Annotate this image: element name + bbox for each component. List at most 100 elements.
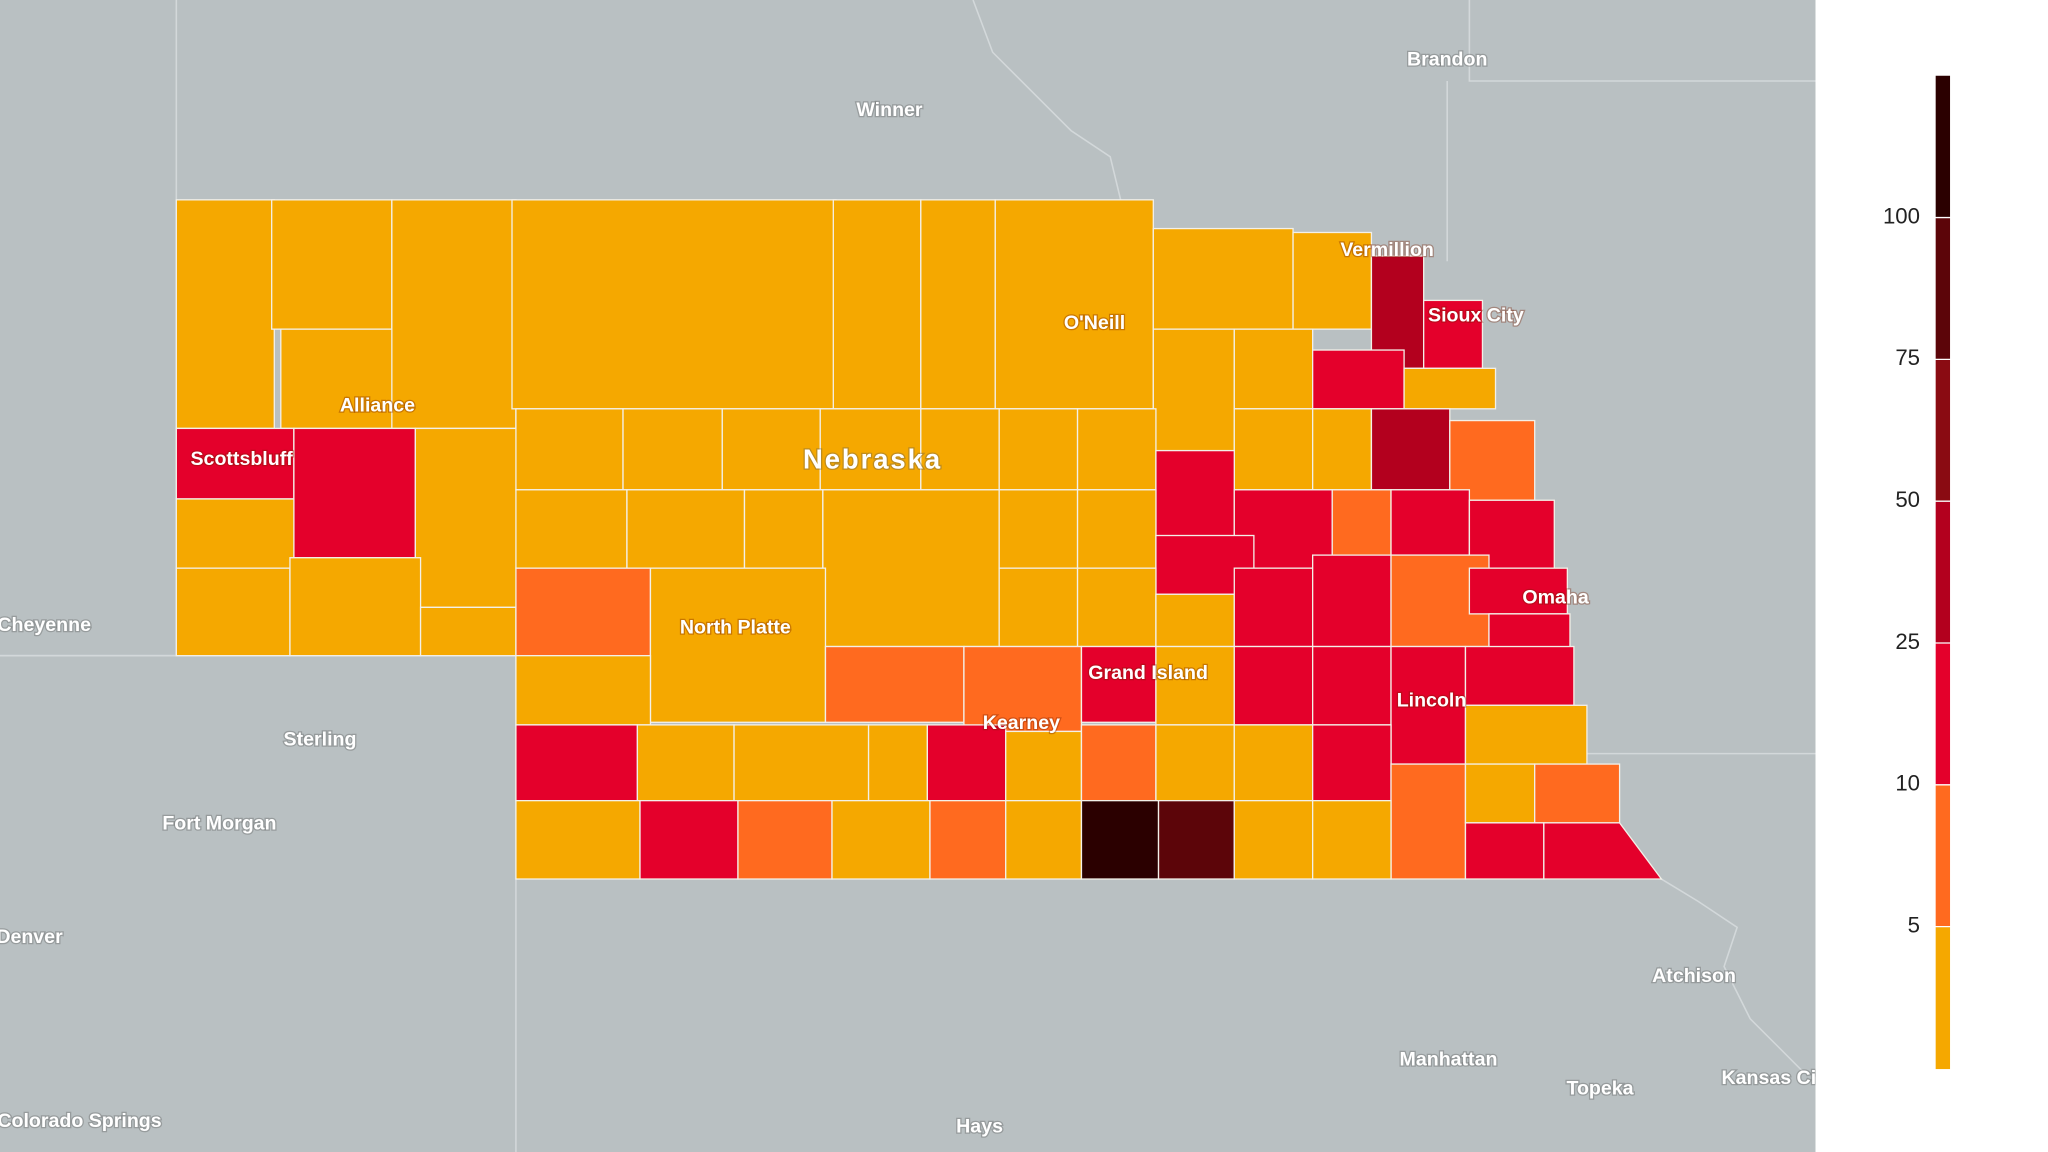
place-label: Kearney (983, 712, 1060, 734)
county (515, 655, 652, 726)
place-label: Kansas City (1721, 1067, 1833, 1089)
county (1076, 567, 1157, 648)
legend-color (1935, 501, 1951, 644)
county (515, 799, 641, 880)
legend-panel (1815, 0, 2048, 1152)
county (1005, 730, 1083, 802)
place-label: Manhattan (1400, 1049, 1498, 1071)
county (737, 799, 833, 880)
county (175, 427, 295, 500)
county (1534, 763, 1621, 824)
county (293, 427, 416, 559)
place-label: Colorado Springs (0, 1110, 162, 1132)
place-label: O'Neill (1064, 312, 1125, 334)
county (1152, 328, 1235, 452)
county (649, 567, 827, 723)
place-label: Topeka (1566, 1077, 1634, 1099)
place-label: North Platte (680, 616, 791, 638)
county (639, 799, 739, 880)
county (1403, 367, 1497, 410)
county (1449, 419, 1536, 501)
county (414, 427, 524, 608)
place-label: Omaha (1522, 586, 1589, 608)
county (867, 724, 928, 802)
place-label: Denver (0, 926, 63, 948)
counties (175, 199, 1663, 880)
county (1370, 408, 1451, 491)
county (1233, 328, 1314, 410)
county (1233, 799, 1314, 880)
county (1311, 645, 1392, 726)
county (1464, 763, 1536, 824)
legend-color (1935, 642, 1951, 786)
county (1311, 554, 1392, 648)
place-label: Winner (856, 99, 923, 121)
county (963, 645, 1083, 733)
county (1155, 593, 1235, 648)
county (920, 199, 996, 410)
county (1080, 645, 1157, 723)
county (515, 724, 639, 802)
legend-color (1935, 926, 1951, 1070)
county (822, 489, 1000, 648)
place-label: Cheyenne (0, 614, 91, 636)
place-label: Grand Island (1088, 662, 1208, 684)
county (1312, 408, 1373, 491)
county (636, 724, 735, 802)
county (1390, 489, 1471, 556)
county (515, 408, 624, 491)
county (1157, 799, 1235, 880)
county (175, 498, 295, 569)
county (1080, 724, 1157, 802)
county (1464, 704, 1588, 765)
labels: Nebraska Brandon Winner Vermillion Sioux Cit… (0, 47, 1833, 1139)
place-label: Hays (956, 1115, 1003, 1137)
county (1423, 299, 1484, 369)
county (1076, 489, 1157, 569)
county (1390, 763, 1467, 880)
county (175, 199, 275, 430)
legend-tick-label: 75 (1895, 345, 1920, 370)
place-label: Scottsbluff (191, 448, 294, 470)
county (1311, 724, 1392, 802)
county (1312, 349, 1405, 410)
county (391, 199, 517, 430)
place-label: Sioux City (1428, 304, 1524, 326)
place-label: Atchison (1652, 965, 1736, 987)
county (1233, 645, 1314, 726)
county (733, 724, 870, 802)
county (1233, 724, 1314, 802)
legend: 5 10 25 50 75 100 (1883, 75, 1953, 1070)
county (1543, 822, 1663, 880)
county (289, 557, 422, 657)
county (515, 489, 628, 569)
county (929, 799, 1007, 880)
place-label: Fort Morgan (162, 812, 276, 834)
county (419, 606, 517, 657)
county (832, 199, 922, 410)
county (1292, 231, 1373, 330)
basemap: Nebraska Brandon Winner Vermillion Sioux Cit… (0, 0, 1833, 1152)
legend-color (1935, 784, 1951, 928)
county (998, 567, 1079, 648)
legend-tick-label: 10 (1895, 771, 1920, 796)
county (998, 408, 1079, 491)
county (511, 199, 837, 410)
county (1155, 724, 1235, 802)
county (622, 408, 723, 491)
county (824, 645, 965, 723)
county (1080, 799, 1160, 880)
place-label: Brandon (1407, 48, 1487, 70)
state-label: Nebraska (803, 443, 942, 474)
county (271, 199, 393, 330)
legend-color (1935, 217, 1951, 361)
county (175, 567, 291, 657)
county (1464, 822, 1545, 880)
legend-tick-label: 5 (1908, 912, 1920, 937)
county (1464, 645, 1575, 706)
legend-color (1935, 359, 1951, 502)
place-label: Lincoln (1397, 690, 1467, 712)
place-label: Alliance (340, 394, 415, 416)
